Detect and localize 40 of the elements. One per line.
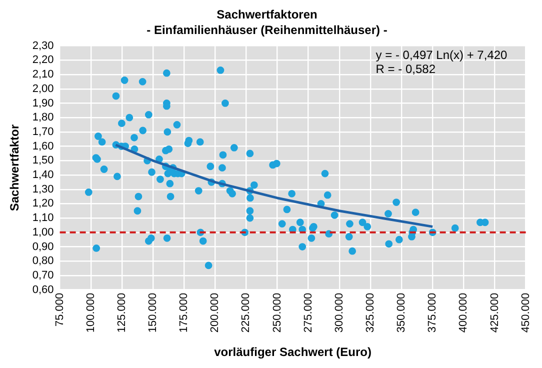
y-tick-label: 1,30 xyxy=(32,183,54,196)
y-tick-label: 2,00 xyxy=(32,82,54,95)
x-tick-label: 200.000 xyxy=(209,292,222,333)
y-tick-label: 1,40 xyxy=(32,169,54,182)
x-tick-label: 450.000 xyxy=(520,292,532,333)
annotation: R = - 0,582 xyxy=(376,62,436,76)
y-axis-title: Sachwertfaktor xyxy=(8,124,22,212)
x-tick-label: 325.000 xyxy=(364,292,376,333)
y-tick-label: 1,00 xyxy=(32,226,54,238)
x-tick-label: 425.000 xyxy=(488,292,501,333)
y-tick-label: 1,10 xyxy=(32,212,54,224)
x-tick-label: 300.000 xyxy=(333,292,346,333)
x-tick-label: 250.000 xyxy=(271,292,284,333)
y-tick-label: 1,90 xyxy=(32,97,54,110)
x-tick-label: 225.000 xyxy=(240,292,252,333)
chart-title: Sachwertfaktoren xyxy=(216,8,318,22)
y-tick-label: 2,20 xyxy=(32,54,54,66)
x-tick-label: 400.000 xyxy=(458,292,470,333)
y-tick-label: 0,90 xyxy=(32,240,54,253)
x-tick-label: 350.000 xyxy=(396,292,408,333)
y-tick-label: 1,70 xyxy=(32,126,54,138)
x-tick-label: 150.000 xyxy=(147,292,160,333)
y-tick-label: 2,10 xyxy=(32,68,54,81)
x-tick-label: 100.000 xyxy=(84,292,97,333)
y-tick-label: 2,30 xyxy=(32,40,54,52)
x-tick-label: 75.000 xyxy=(54,292,66,326)
x-tick-label: 275.000 xyxy=(302,292,314,333)
y-tick-label: 1,50 xyxy=(32,154,54,167)
x-axis-title: vorläufiger Sachwert (Euro) xyxy=(214,345,372,360)
y-tick-label: 0,60 xyxy=(32,284,54,296)
y-tick-label: 0,70 xyxy=(32,270,54,282)
y-tick-label: 1,60 xyxy=(32,140,54,152)
x-tick-label: 125.000 xyxy=(116,292,128,333)
annotation: y = - 0,497 Ln(x) + 7,420 xyxy=(376,48,508,62)
x-tick-label: 175.000 xyxy=(178,292,190,333)
x-tick-label: 375.000 xyxy=(426,292,439,333)
chart-subtitle: - Einfamilienhäuser (Reihenmittelhäuser) - xyxy=(146,22,388,37)
y-tick-label: 1,20 xyxy=(32,198,54,210)
y-tick-label: 0,80 xyxy=(32,255,54,268)
y-tick-label: 1,80 xyxy=(32,112,54,124)
